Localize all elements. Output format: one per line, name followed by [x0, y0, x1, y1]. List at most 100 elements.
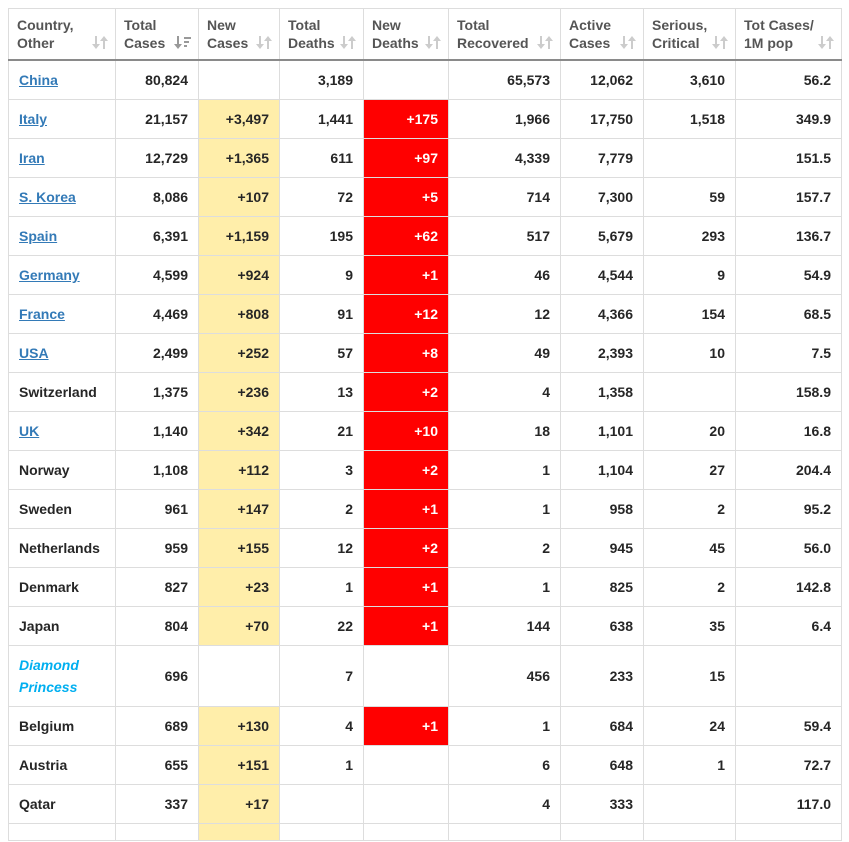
sort-updown-icon[interactable] [92, 36, 108, 49]
cases-per-1m-cell: 151.5 [735, 138, 842, 178]
serious-critical-cell [643, 823, 736, 841]
cruise-ship-name: Diamond Princess [19, 657, 79, 695]
sort-updown-icon[interactable] [256, 36, 272, 49]
new-deaths-cell: +2 [363, 450, 449, 490]
country-link[interactable]: Iran [19, 150, 45, 166]
total-deaths-cell: 195 [279, 216, 364, 256]
total-cases-cell: 4,599 [115, 255, 199, 295]
total-recovered-cell: 65,573 [448, 59, 561, 100]
new-deaths-cell: +97 [363, 138, 449, 178]
country-link[interactable]: Germany [19, 267, 80, 283]
serious-critical-cell: 24 [643, 706, 736, 746]
active-cases-cell: 7,300 [560, 177, 644, 217]
total-recovered-cell: 46 [448, 255, 561, 295]
table-row-usa: USA 2,499 +252 57 +8 49 2,393 10 7.5 [8, 333, 842, 373]
sort-updown-icon[interactable] [712, 36, 728, 49]
total-cases-cell: 2,499 [115, 333, 199, 373]
total-cases-cell: 961 [115, 489, 199, 529]
new-deaths-cell: +5 [363, 177, 449, 217]
active-cases-cell [560, 823, 644, 841]
cases-per-1m-cell: 56.0 [735, 528, 842, 568]
total-recovered-cell: 4,339 [448, 138, 561, 178]
new-cases-cell [198, 59, 280, 100]
total-deaths-cell: 72 [279, 177, 364, 217]
cases-per-1m-cell: 95.2 [735, 489, 842, 529]
new-cases-cell: +112 [198, 450, 280, 490]
active-cases-cell: 958 [560, 489, 644, 529]
column-label-line2: Other [17, 35, 55, 51]
total-cases-cell: 6,391 [115, 216, 199, 256]
country-link[interactable]: Italy [19, 111, 48, 127]
country-link[interactable]: Spain [19, 228, 58, 244]
new-deaths-cell: +12 [363, 294, 449, 334]
new-cases-cell: +342 [198, 411, 280, 451]
total-cases-cell: 337 [115, 784, 199, 824]
new-cases-cell [198, 645, 280, 707]
sort-updown-icon[interactable] [425, 36, 441, 49]
column-header-active-cases[interactable]: Active Cases [560, 8, 644, 61]
new-deaths-cell: +2 [363, 528, 449, 568]
new-deaths-cell [363, 784, 449, 824]
country-cell: Qatar [8, 784, 116, 824]
country-link[interactable]: USA [19, 345, 49, 361]
column-header-total-cases[interactable]: Total Cases [115, 8, 199, 61]
country-cell: Sweden [8, 489, 116, 529]
new-deaths-cell: +62 [363, 216, 449, 256]
country-link[interactable]: UK [19, 423, 40, 439]
table-row-partial [8, 823, 842, 841]
column-header-serious-critical[interactable]: Serious, Critical [643, 8, 736, 61]
country-name: Qatar [19, 796, 56, 812]
new-cases-cell: +130 [198, 706, 280, 746]
total-deaths-cell: 22 [279, 606, 364, 646]
table-row-uk: UK 1,140 +342 21 +10 18 1,101 20 16.8 [8, 411, 842, 451]
total-deaths-cell: 3,189 [279, 59, 364, 100]
sort-updown-icon[interactable] [620, 36, 636, 49]
column-label-line2: Cases [569, 35, 611, 51]
column-header-new-cases[interactable]: New Cases [198, 8, 280, 61]
sort-amount-desc-icon[interactable] [174, 36, 191, 49]
column-header-total-recovered[interactable]: Total Recovered [448, 8, 561, 61]
serious-critical-cell: 293 [643, 216, 736, 256]
active-cases-cell: 7,779 [560, 138, 644, 178]
country-cell: Spain [8, 216, 116, 256]
country-link[interactable]: S. Korea [19, 189, 76, 205]
serious-critical-cell: 2 [643, 489, 736, 529]
table-row-austria: Austria 655 +151 1 6 648 1 72.7 [8, 745, 842, 785]
sort-updown-icon[interactable] [818, 36, 834, 49]
active-cases-cell: 233 [560, 645, 644, 707]
column-header-total-deaths[interactable]: Total Deaths [279, 8, 364, 61]
column-header-country[interactable]: Country, Other [8, 8, 116, 61]
new-cases-cell: +23 [198, 567, 280, 607]
total-recovered-cell: 49 [448, 333, 561, 373]
total-recovered-cell: 714 [448, 177, 561, 217]
column-label-line1: New [207, 17, 236, 33]
column-header-cases-per-1m[interactable]: Tot Cases/1M pop [735, 8, 842, 61]
country-link[interactable]: China [19, 72, 58, 88]
total-recovered-cell: 18 [448, 411, 561, 451]
cases-per-1m-cell: 158.9 [735, 372, 842, 412]
column-label-line1: New [372, 17, 401, 33]
new-cases-cell: +3,497 [198, 99, 280, 139]
country-link[interactable]: France [19, 306, 65, 322]
sort-updown-icon[interactable] [340, 36, 356, 49]
total-deaths-cell: 7 [279, 645, 364, 707]
serious-critical-cell [643, 784, 736, 824]
total-deaths-cell: 57 [279, 333, 364, 373]
column-label-line1: Total [124, 17, 157, 33]
serious-critical-cell: 10 [643, 333, 736, 373]
total-deaths-cell: 4 [279, 706, 364, 746]
country-cell: Italy [8, 99, 116, 139]
country-cell [8, 823, 116, 841]
cases-per-1m-cell: 7.5 [735, 333, 842, 373]
country-cell: UK [8, 411, 116, 451]
total-recovered-cell: 1 [448, 567, 561, 607]
country-cell: S. Korea [8, 177, 116, 217]
sort-updown-icon[interactable] [537, 36, 553, 49]
column-header-new-deaths[interactable]: New Deaths [363, 8, 449, 61]
new-cases-cell: +151 [198, 745, 280, 785]
new-deaths-cell: +1 [363, 706, 449, 746]
cases-per-1m-cell: 56.2 [735, 59, 842, 100]
total-recovered-cell: 456 [448, 645, 561, 707]
total-cases-cell: 12,729 [115, 138, 199, 178]
country-cell: Iran [8, 138, 116, 178]
